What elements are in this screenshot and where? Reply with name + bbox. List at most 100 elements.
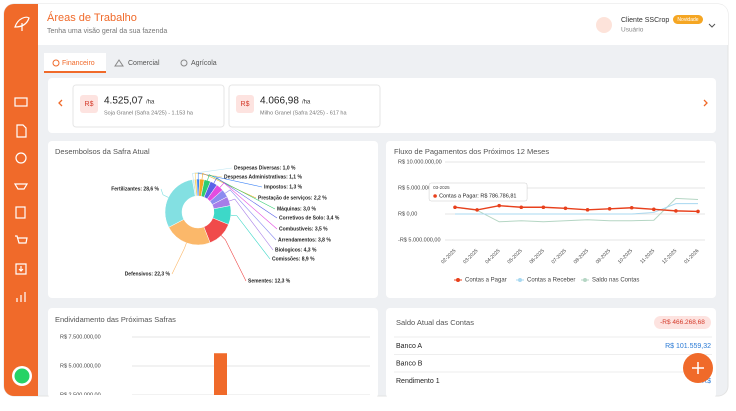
chart-title: Fluxo de Pagamentos dos Próximos 12 Mese…: [394, 147, 549, 156]
point: [497, 203, 501, 208]
slice-label: Corretivos de Solo: 3,4 %: [279, 215, 340, 221]
legend-swatch: [456, 278, 460, 282]
y-tick-label: R$ 2.500.000,00: [60, 392, 101, 398]
tooltip-text: Contas a Pagar: R$ 786.786,81: [439, 193, 516, 199]
leader-line: [213, 177, 278, 219]
leader-line: [160, 188, 169, 198]
leader-line: [194, 172, 223, 180]
slice-label: Fertilizantes: 28,6 %: [111, 186, 159, 192]
currency: R$: [85, 101, 94, 108]
whatsapp-icon[interactable]: [14, 368, 30, 384]
point: [585, 208, 590, 212]
account-name: Banco A: [396, 343, 422, 350]
point: [674, 209, 678, 213]
legend-swatch: [518, 278, 522, 282]
currency-badge: [236, 95, 254, 113]
chart-title: Endividamento das Próximas Safras: [55, 315, 176, 324]
slice-label: Despesas Administrativas: 1,1 %: [224, 174, 302, 180]
tab-icon: [114, 59, 124, 67]
badge: [673, 15, 703, 24]
pie-slice: [164, 179, 196, 228]
accounts-panel: [386, 308, 716, 398]
bar: [214, 353, 227, 395]
point: [475, 208, 479, 212]
y-tick-label: R$ 5.000.000,00: [398, 185, 439, 191]
slice-label: Despesas Diversas: 1,0 %: [234, 165, 296, 171]
series-line: [454, 204, 699, 213]
slice-label: Impostos: 1,3 %: [264, 184, 303, 190]
leader-line: [197, 172, 263, 188]
icon-crop[interactable]: [13, 183, 29, 190]
y-tick-label: -R$ 5.000.000,00: [398, 237, 441, 243]
icon-download[interactable]: [15, 263, 27, 275]
line-panel: [386, 141, 716, 298]
price-card: [72, 84, 225, 128]
icon-reports[interactable]: [15, 206, 26, 219]
point: [652, 207, 656, 212]
icon-cart[interactable]: [15, 235, 28, 244]
tooltip-dot: [433, 194, 437, 198]
badge-text: Novidade: [677, 17, 698, 23]
tab-icon: [180, 59, 188, 67]
logo[interactable]: [14, 16, 30, 31]
price-unit: /ha: [146, 100, 155, 106]
total-pill: [654, 316, 711, 329]
accounts-total: -R$ 466.268,68: [660, 319, 705, 326]
leader-line: [219, 182, 278, 230]
slice-label: Biologicos: 4,3 %: [275, 247, 317, 253]
sidebar: [4, 4, 38, 396]
legend-label: Saldo nas Contas: [592, 278, 639, 284]
slice-label: Máquinas: 3,0 %: [277, 206, 316, 212]
point: [541, 205, 546, 210]
account-value: R$ 101.559,32: [665, 343, 711, 350]
tooltip-title: 03-2025: [433, 185, 450, 190]
bar-panel: [48, 308, 378, 398]
leader-line: [171, 242, 187, 275]
icon-money[interactable]: [15, 152, 27, 164]
currency-badge: [80, 95, 98, 113]
slice-label: Combustíveis: 3,5 %: [279, 226, 328, 232]
point: [519, 205, 524, 210]
user-name[interactable]: Cliente SSCrop: [621, 17, 669, 24]
y-tick-label: R$ 0,00: [398, 211, 417, 217]
prev-arrow[interactable]: [58, 99, 63, 107]
next-arrow[interactable]: [703, 99, 708, 107]
price-card: [228, 84, 381, 128]
leader-line: [230, 214, 271, 260]
tab[interactable]: Financeiro: [62, 60, 95, 67]
tab[interactable]: Comercial: [128, 60, 160, 67]
price-value: 4.525,07: [104, 96, 143, 107]
legend-label: Contas a Receber: [527, 278, 575, 284]
price-value: 4.066,98: [260, 96, 299, 107]
series-line: [455, 203, 698, 215]
slice-label: Comissões: 8,9 %: [272, 256, 315, 262]
avatar[interactable]: [596, 17, 612, 33]
account-name: Rendimento 1: [396, 378, 440, 385]
icon-dashboard[interactable]: [14, 97, 28, 107]
user-menu-chevron[interactable]: [708, 23, 716, 28]
leader-line: [207, 174, 276, 210]
fab-plus[interactable]: [692, 362, 704, 374]
page-title: Áreas de Trabalho: [47, 11, 137, 24]
tab-active-bg: [44, 53, 106, 72]
leader-line: [229, 198, 274, 251]
tooltip: [428, 182, 528, 202]
series-line: [454, 197, 699, 223]
sidebar-icons[interactable]: [13, 16, 30, 302]
chart-title: Desembolsos da Safra Atual: [55, 147, 150, 156]
legend-label: Contas a Pagar: [465, 278, 507, 284]
slice-label: Prestação de serviços: 2,2 %: [258, 195, 327, 201]
tab-underline: [44, 71, 106, 73]
tab[interactable]: Agrícola: [191, 60, 217, 67]
leader-line: [220, 235, 247, 282]
currency: R$: [241, 101, 250, 108]
leader-line: [225, 189, 277, 241]
accounts-title: Saldo Atual das Contas: [396, 318, 474, 327]
icon-doc[interactable]: [16, 124, 27, 138]
icon-chart[interactable]: [16, 292, 26, 302]
account-value: R$: [702, 378, 711, 385]
y-tick-label: R$ 7.500.000,00: [60, 334, 101, 340]
tab-icon: [52, 59, 60, 67]
header: [38, 4, 728, 45]
slice-label: Sementes: 12,3 %: [248, 278, 291, 284]
